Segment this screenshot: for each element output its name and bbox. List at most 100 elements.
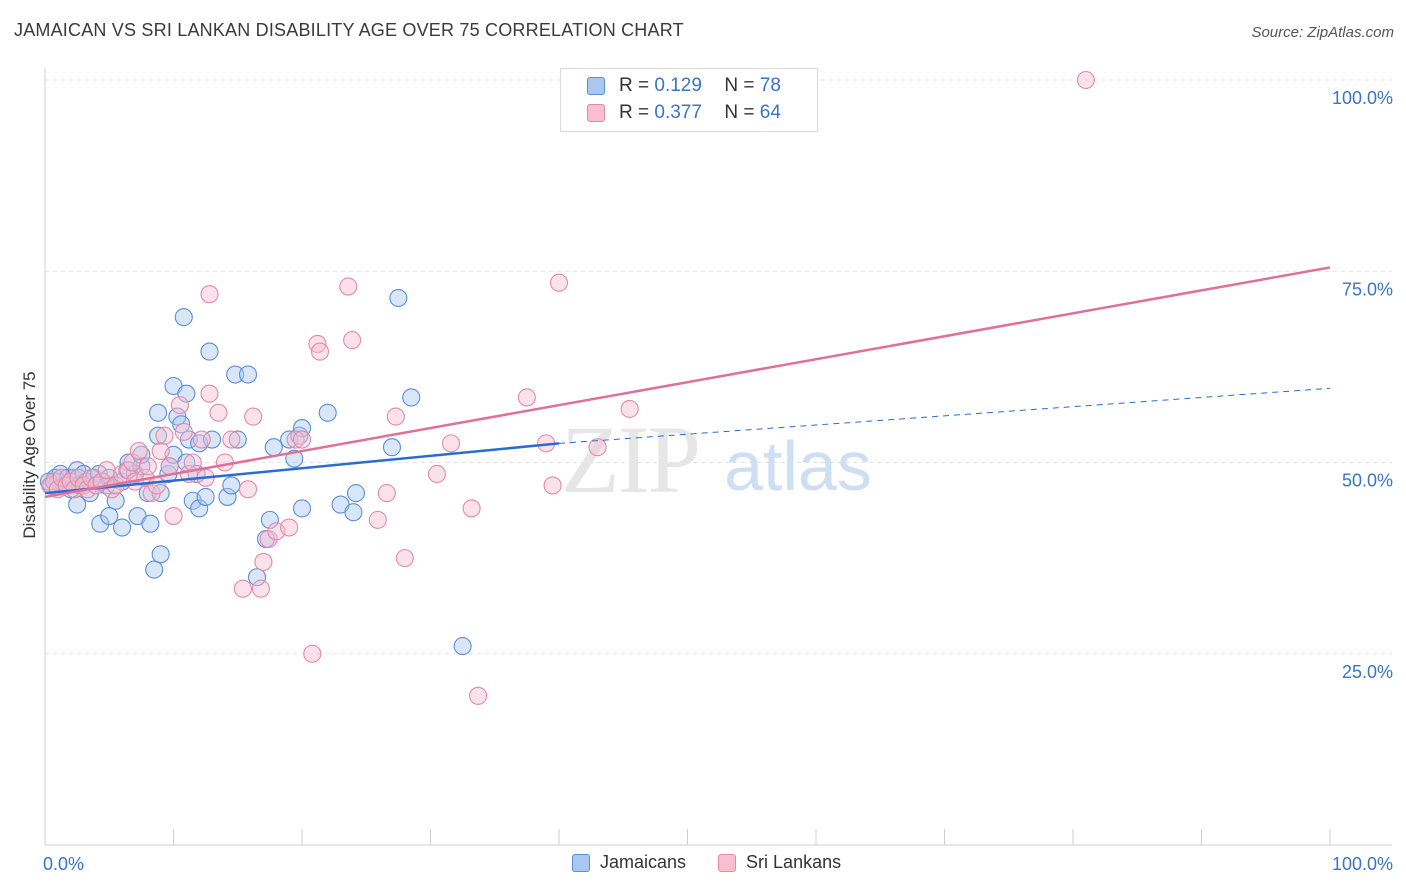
legend-n-label: N = (724, 102, 755, 123)
jamaican-point (346, 484, 366, 503)
srilankan-point (517, 388, 536, 407)
jamaican-point (203, 430, 222, 449)
jamaican-point (113, 518, 132, 537)
gridlines (45, 79, 1392, 655)
srilankan-point (395, 549, 414, 568)
legend-swatch-pink (587, 104, 605, 122)
jamaican-point (247, 568, 267, 587)
srilankan-point (442, 434, 461, 453)
srilankan-point (549, 273, 569, 292)
y-tick-label: 75.0% (1342, 279, 1393, 299)
jamaican-point (280, 430, 299, 449)
stats-legend: R = 0.129 N = 78 R = 0.377 N = 64 (560, 68, 818, 132)
jamaican-trend-extension (558, 387, 1331, 444)
srilankan-point (164, 506, 183, 526)
srilankan-trend-line (44, 266, 1331, 499)
watermark: ZIP atlas (561, 406, 872, 513)
srilankan-point (377, 484, 396, 503)
jamaican-point (260, 510, 279, 529)
srilankan-point (462, 499, 481, 518)
jamaican-point (200, 342, 219, 361)
jamaican-point (264, 438, 283, 457)
jamaican-point (145, 560, 164, 579)
legend-item-srilankans[interactable]: Sri Lankans (718, 852, 841, 873)
series-legend: Jamaicans Sri Lankans (572, 852, 873, 873)
jamaican-point (222, 476, 241, 495)
srilankan-point (259, 529, 278, 549)
chart-title: JAMAICAN VS SRI LANKAN DISABILITY AGE OV… (14, 20, 684, 40)
x-tick-label: 100.0% (1332, 854, 1393, 874)
jamaican-point (100, 506, 119, 526)
jamaican-point (453, 637, 472, 656)
legend-swatch-blue (572, 853, 590, 872)
y-tick-label: 100.0% (1332, 88, 1393, 108)
srilankan-point (200, 384, 219, 403)
srilankan-point (155, 426, 174, 445)
legend-label-jamaicans: Jamaicans (600, 852, 687, 872)
legend-r-value: 0.129 (654, 75, 702, 96)
srilankan-point (588, 438, 607, 457)
srilankan-point (343, 331, 362, 350)
srilankan-point (222, 430, 241, 449)
srilankan-point (368, 510, 387, 529)
srilankan-point (468, 686, 488, 705)
legend-row-jamaicans: R = 0.129 N = 78 (587, 73, 781, 99)
data-points (39, 70, 1095, 705)
srilankan-point (233, 579, 252, 598)
legend-n-value: 64 (759, 102, 781, 123)
jamaican-trend-line (44, 442, 560, 495)
legend-n-label: N = (724, 75, 755, 96)
jamaican-point (196, 487, 215, 506)
legend-swatch-pink (718, 853, 737, 872)
srilankan-point (97, 461, 116, 480)
srilankan-point (339, 277, 358, 296)
srilankan-point (251, 579, 270, 598)
legend-r-value: 0.377 (654, 102, 702, 123)
jamaican-point (238, 365, 258, 384)
jamaican-point (292, 499, 312, 518)
srilankan-point (238, 480, 258, 499)
legend-label-srilankans: Sri Lankans (746, 852, 842, 872)
jamaican-point (218, 487, 237, 506)
srilankan-point (286, 430, 305, 449)
jamaican-point (382, 438, 402, 457)
srilankan-point (620, 399, 639, 419)
srilankan-point (303, 644, 322, 663)
srilankan-point (543, 476, 562, 495)
axes (44, 68, 1392, 846)
srilankan-point (123, 453, 142, 472)
srilankan-point (427, 464, 446, 484)
jamaican-point (389, 288, 408, 308)
legend-row-srilankans: R = 0.377 N = 64 (587, 100, 781, 126)
srilankan-point (174, 422, 193, 441)
jamaican-point (174, 308, 193, 327)
srilankan-point (209, 403, 228, 422)
jamaican-point (402, 388, 421, 407)
tick-labels: 25.0% 50.0% 75.0% 100.0% 0.0% 100.0% (43, 88, 1393, 874)
srilankan-point (254, 552, 273, 572)
srilankan-point (310, 342, 330, 361)
x-tick-label: 0.0% (43, 854, 84, 874)
srilankan-point (280, 518, 299, 537)
jamaican-point (228, 430, 247, 449)
legend-swatch-blue (587, 77, 605, 95)
source-label: Source: ZipAtlas.com (1251, 24, 1394, 41)
legend-r-label: R = (619, 102, 650, 123)
srilankan-point (151, 441, 170, 461)
srilankan-point (170, 396, 189, 415)
srilankan-point (192, 430, 211, 449)
jamaican-point (141, 514, 160, 533)
jamaican-point (149, 403, 168, 422)
jamaican-point (344, 503, 363, 522)
legend-n-value: 78 (759, 75, 781, 96)
jamaican-point (226, 365, 245, 384)
jamaican-point (68, 495, 87, 514)
legend-item-jamaicans[interactable]: Jamaicans (572, 852, 686, 873)
srilankan-point (147, 476, 166, 495)
srilankan-point (200, 285, 219, 304)
watermark-zip: ZIP (561, 406, 699, 513)
srilankan-point (292, 430, 312, 449)
jamaican-point (106, 491, 125, 510)
watermark-atlas: atlas (724, 427, 872, 505)
